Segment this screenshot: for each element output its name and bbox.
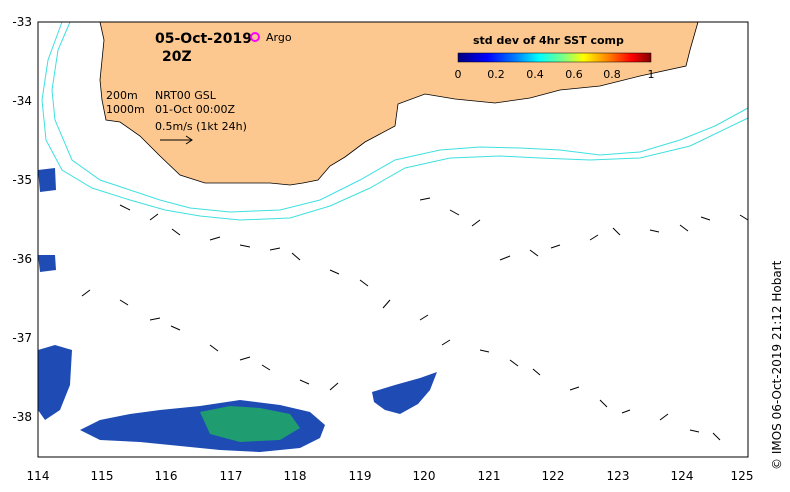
colorbar-tick: 1 — [648, 68, 655, 81]
x-tick-label: 118 — [284, 469, 307, 483]
sst-patch-green — [200, 406, 300, 442]
x-tick-label: 124 — [671, 469, 694, 483]
info-ref-date: 01-Oct 00:00Z — [155, 103, 235, 116]
info-scale: 0.5m/s (1kt 24h) — [155, 120, 247, 133]
isobath-200m — [51, 21, 749, 213]
x-tick-label: 114 — [27, 469, 50, 483]
sst-patch-central — [372, 372, 437, 414]
argo-label: Argo — [266, 31, 292, 44]
x-tick-label: 119 — [349, 469, 372, 483]
sst-patches — [38, 168, 437, 452]
y-tick-label: -38 — [12, 410, 32, 424]
colorbar — [457, 52, 652, 63]
x-tick-label: 117 — [220, 469, 243, 483]
x-tick-label: 125 — [731, 469, 754, 483]
x-axis: 114 115 116 117 118 119 120 121 122 123 … — [27, 469, 754, 483]
sst-patch-west-3 — [38, 255, 56, 272]
y-tick-label: -36 — [12, 252, 32, 266]
y-tick-label: -34 — [12, 94, 32, 108]
x-tick-label: 123 — [607, 469, 630, 483]
colorbar-title: std dev of 4hr SST comp — [473, 34, 624, 47]
argo-marker-icon — [250, 32, 260, 42]
sst-patch-west-2 — [38, 168, 56, 192]
colorbar-tick: 0.4 — [526, 68, 544, 81]
x-tick-label: 121 — [478, 469, 501, 483]
y-axis: -33 -34 -35 -36 -37 -38 — [12, 15, 32, 424]
x-tick-label: 115 — [91, 469, 114, 483]
info-product: NRT00 GSL — [155, 89, 217, 102]
imos-credit: © IMOS 06-Oct-2019 21:12 Hobart — [770, 260, 784, 470]
colorbar-tick: 0 — [455, 68, 462, 81]
sst-patch-west-1 — [38, 345, 72, 420]
x-tick-label: 120 — [413, 469, 436, 483]
x-tick-label: 116 — [155, 469, 178, 483]
isobath-1000m — [41, 21, 749, 221]
info-depth1: 200m — [106, 89, 138, 102]
scale-arrow-icon — [160, 135, 193, 145]
plot-frame — [37, 21, 749, 458]
colorbar-tick: 0.2 — [487, 68, 505, 81]
y-tick-label: -33 — [12, 15, 32, 29]
current-vectors — [81, 197, 749, 441]
x-tick-label: 122 — [542, 469, 565, 483]
colorbar-tick: 0.8 — [603, 68, 621, 81]
y-tick-label: -35 — [12, 173, 32, 187]
map-date: 05-Oct-2019 — [155, 31, 252, 47]
info-depth2: 1000m — [106, 103, 145, 116]
map-time: 20Z — [162, 49, 192, 65]
y-tick-label: -37 — [12, 331, 32, 345]
colorbar-tick: 0.6 — [565, 68, 583, 81]
australia-land — [99, 21, 699, 186]
